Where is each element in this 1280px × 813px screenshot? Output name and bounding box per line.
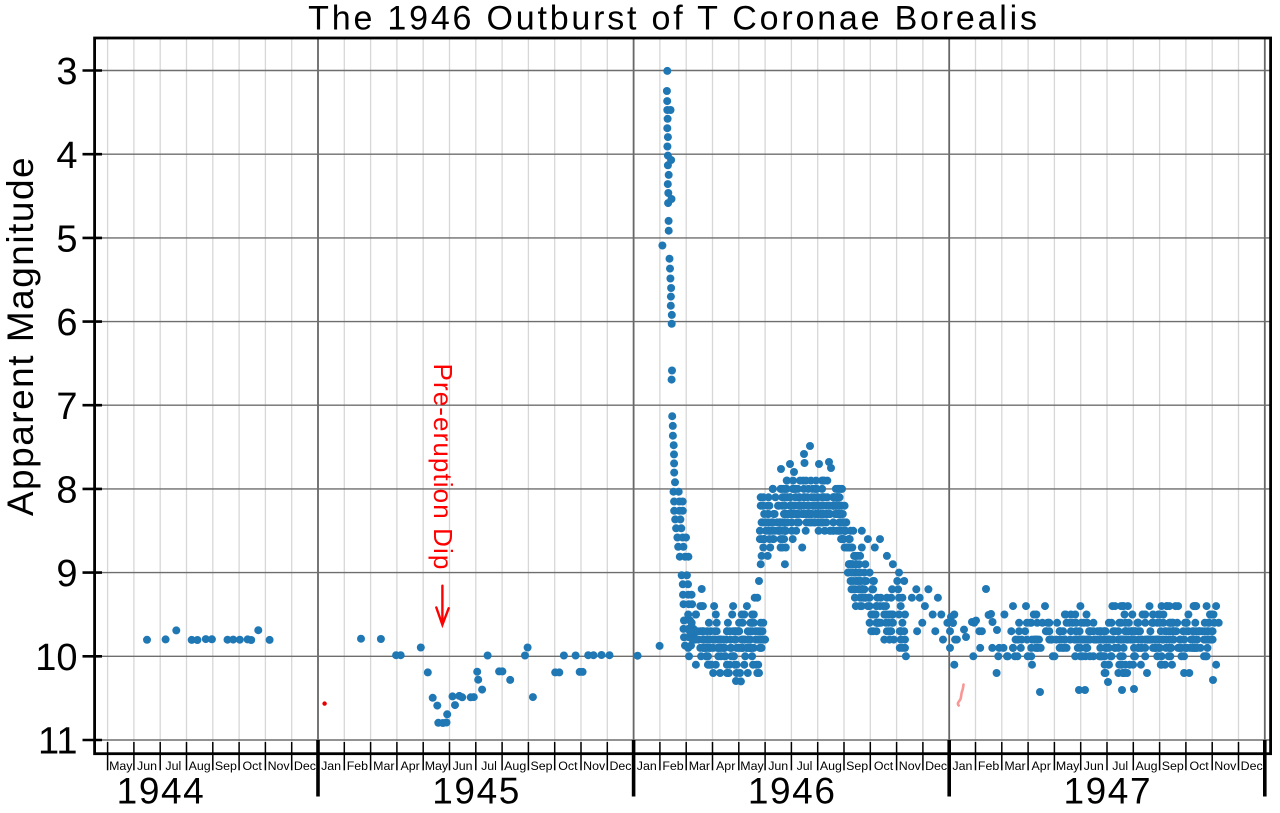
svg-text:Sep: Sep xyxy=(846,759,868,773)
svg-text:Mar: Mar xyxy=(689,759,710,773)
svg-text:11: 11 xyxy=(38,721,77,763)
svg-text:Oct: Oct xyxy=(558,759,578,773)
svg-text:Aug: Aug xyxy=(1135,759,1157,773)
svg-text:Apr: Apr xyxy=(400,759,419,773)
svg-text:Aug: Aug xyxy=(504,759,526,773)
svg-text:May: May xyxy=(740,759,764,773)
svg-text:Jun: Jun xyxy=(137,759,157,773)
svg-text:Sep: Sep xyxy=(530,759,552,773)
svg-text:Jul: Jul xyxy=(165,759,181,773)
svg-text:4: 4 xyxy=(56,135,77,177)
svg-text:8: 8 xyxy=(56,470,77,512)
svg-text:Apparent Magnitude: Apparent Magnitude xyxy=(0,156,41,516)
svg-text:6: 6 xyxy=(56,302,77,344)
svg-text:Apr: Apr xyxy=(716,759,735,773)
svg-text:Jan: Jan xyxy=(952,759,972,773)
svg-text:Jun: Jun xyxy=(768,759,788,773)
svg-text:7: 7 xyxy=(56,386,77,428)
svg-text:1946: 1946 xyxy=(748,771,837,812)
svg-text:Sep: Sep xyxy=(1162,759,1184,773)
svg-text:Dec: Dec xyxy=(294,759,316,773)
svg-text:10: 10 xyxy=(35,637,77,679)
svg-text:Oct: Oct xyxy=(243,759,263,773)
svg-text:Mar: Mar xyxy=(1004,759,1025,773)
svg-text:Dec: Dec xyxy=(1241,759,1263,773)
svg-text:Oct: Oct xyxy=(874,759,894,773)
svg-text:The 1946 Outburst of T Coronae: The 1946 Outburst of T Coronae Borealis xyxy=(308,0,1040,38)
svg-text:5: 5 xyxy=(56,219,77,261)
svg-text:9: 9 xyxy=(56,553,77,595)
svg-text:1944: 1944 xyxy=(117,771,206,812)
svg-text:May: May xyxy=(1056,759,1080,773)
svg-text:Jun: Jun xyxy=(1084,759,1104,773)
svg-text:1947: 1947 xyxy=(1063,771,1152,812)
svg-text:3: 3 xyxy=(56,51,77,93)
svg-text:Dec: Dec xyxy=(925,759,947,773)
svg-text:Feb: Feb xyxy=(978,759,999,773)
svg-text:Feb: Feb xyxy=(347,759,368,773)
svg-text:May: May xyxy=(425,759,449,773)
svg-text:Jul: Jul xyxy=(481,759,497,773)
svg-text:Feb: Feb xyxy=(662,759,683,773)
svg-text:Nov: Nov xyxy=(1214,759,1237,773)
svg-text:Jul: Jul xyxy=(797,759,813,773)
svg-text:1945: 1945 xyxy=(432,771,521,812)
svg-text:Aug: Aug xyxy=(189,759,211,773)
svg-text:Nov: Nov xyxy=(583,759,606,773)
svg-text:Sep: Sep xyxy=(215,759,237,773)
svg-text:Jul: Jul xyxy=(1112,759,1128,773)
svg-text:Apr: Apr xyxy=(1032,759,1051,773)
svg-text:Nov: Nov xyxy=(899,759,922,773)
svg-text:Jun: Jun xyxy=(453,759,473,773)
svg-text:Dec: Dec xyxy=(609,759,631,773)
svg-text:Jan: Jan xyxy=(321,759,341,773)
svg-text:Nov: Nov xyxy=(268,759,291,773)
svg-text:Jan: Jan xyxy=(637,759,657,773)
svg-text:Mar: Mar xyxy=(373,759,394,773)
svg-text:May: May xyxy=(109,759,133,773)
svg-text:Aug: Aug xyxy=(820,759,842,773)
svg-text:Oct: Oct xyxy=(1189,759,1209,773)
svg-text:Pre-eruption Dip: Pre-eruption Dip xyxy=(428,364,458,571)
